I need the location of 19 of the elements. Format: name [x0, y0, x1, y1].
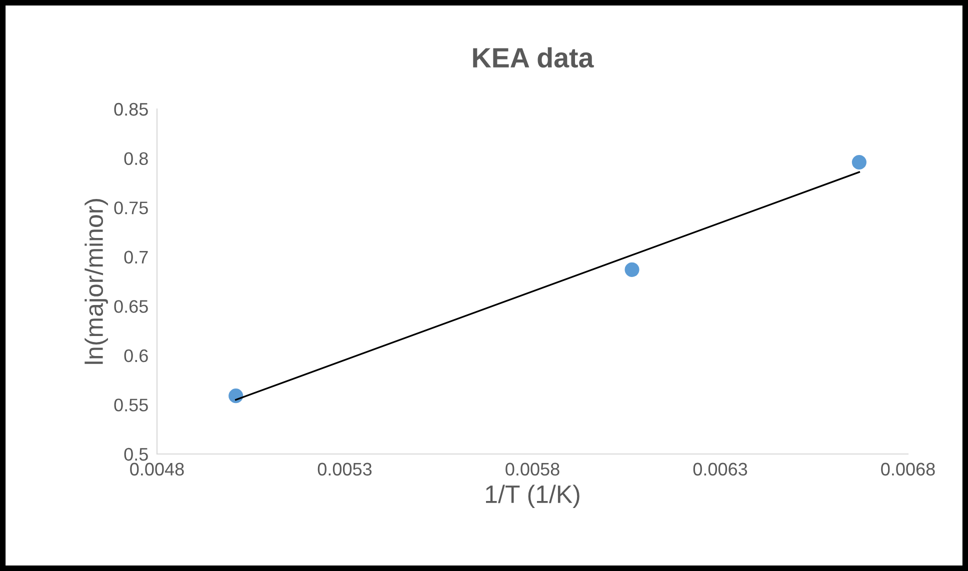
point [624, 262, 640, 277]
y-axis-title: ln(major/minor) [84, 199, 108, 364]
point [228, 388, 244, 404]
y-tick-label: 0.7 [124, 250, 148, 264]
x-tick-label: 0.0068 [881, 462, 935, 476]
y-tick-label: 0.6 [124, 349, 148, 362]
y-tick-label: 0.55 [114, 398, 148, 412]
y-tick-label: 0.85 [114, 102, 148, 116]
y-tick-label: 0.8 [124, 152, 148, 166]
x-tick-label: 0.0048 [130, 462, 184, 476]
chart-title: KEA data [473, 47, 594, 68]
y-tick-label: 0.5 [124, 448, 148, 461]
point [852, 154, 866, 170]
x-tick-label: 0.0063 [693, 462, 748, 476]
x-tick-label: 0.0053 [318, 462, 372, 476]
x-axis-title: 1/T (1/K) [486, 484, 580, 508]
x-tick-label: 0.0058 [506, 462, 560, 476]
y-tick-label: 0.75 [114, 202, 148, 214]
y-tick-label: 0.65 [114, 300, 148, 313]
